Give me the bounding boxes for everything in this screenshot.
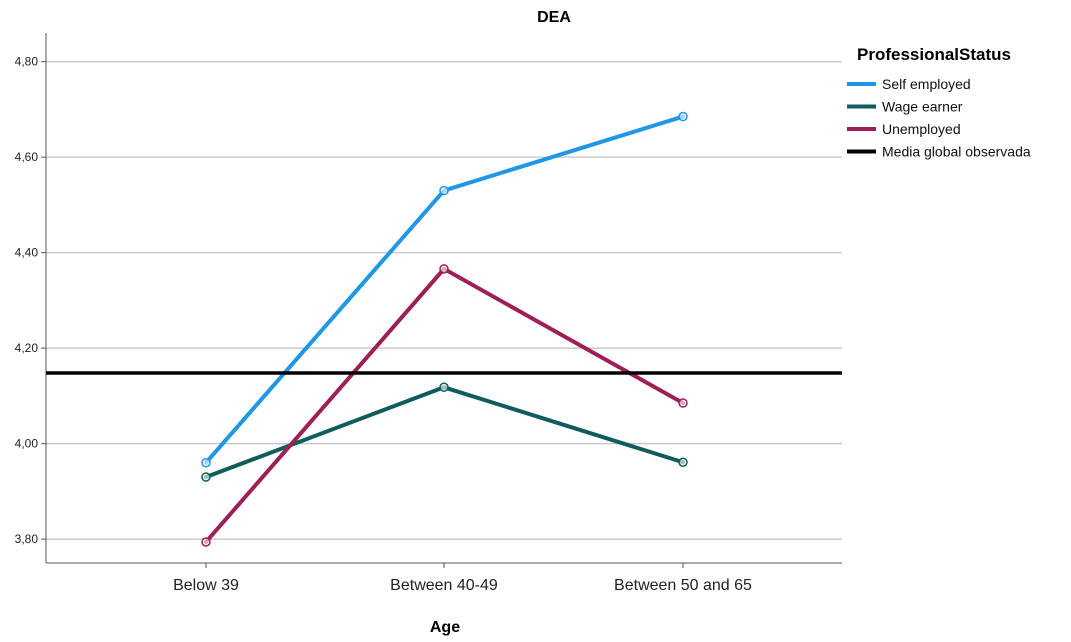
legend-items: Self employed Wage earner Unemployed Media … xyxy=(847,76,1031,160)
legend: ProfessionalStatus Self employed Wage ear… xyxy=(847,45,1031,160)
data-point xyxy=(439,185,449,196)
y-tick-label: 3,80 xyxy=(15,532,39,546)
y-tick-label: 4,00 xyxy=(15,437,39,451)
data-point xyxy=(201,472,211,482)
y-tick-label: 4,40 xyxy=(15,246,39,260)
x-axis-title: Age xyxy=(430,619,460,636)
chart-title: DEA xyxy=(537,9,571,26)
data-point xyxy=(678,398,688,408)
series-markers xyxy=(201,111,688,547)
y-tick-label: 4,80 xyxy=(15,55,39,69)
legend-label: Wage earner xyxy=(882,99,963,115)
series-line xyxy=(204,385,685,480)
x-tick-label: Between 40-49 xyxy=(390,577,498,594)
series-line xyxy=(204,266,685,544)
data-point xyxy=(439,264,449,274)
data-point xyxy=(678,457,688,468)
series-line xyxy=(204,114,685,465)
data-point xyxy=(678,111,688,122)
data-point xyxy=(201,457,211,468)
y-tick-label: 4,60 xyxy=(15,150,39,164)
x-tick-label: Below 39 xyxy=(173,577,239,594)
y-tick-label: 4,20 xyxy=(15,341,39,355)
legend-label: Unemployed xyxy=(882,121,961,137)
legend-label: Self employed xyxy=(882,76,971,92)
x-tick-labels: Below 39 Between 40-49 Between 50 and 65 xyxy=(173,563,752,594)
data-point xyxy=(439,382,449,393)
legend-label: Media global observada xyxy=(882,144,1031,160)
axes xyxy=(45,33,842,564)
legend-title: ProfessionalStatus xyxy=(857,45,1011,64)
y-tick-labels: 3,80 4,00 4,20 4,40 4,60 4,80 xyxy=(15,55,39,546)
series-lines xyxy=(204,114,685,544)
gridlines xyxy=(41,60,842,540)
data-point xyxy=(201,537,211,547)
x-tick-label: Between 50 and 65 xyxy=(614,577,752,594)
